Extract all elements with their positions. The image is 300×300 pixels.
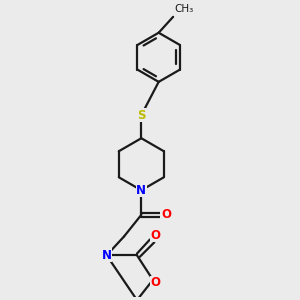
Text: O: O bbox=[151, 276, 161, 289]
Text: S: S bbox=[137, 109, 146, 122]
Text: N: N bbox=[136, 184, 146, 197]
Text: O: O bbox=[151, 229, 161, 242]
Text: N: N bbox=[102, 249, 112, 262]
Text: O: O bbox=[161, 208, 171, 221]
Text: CH₃: CH₃ bbox=[175, 4, 194, 14]
